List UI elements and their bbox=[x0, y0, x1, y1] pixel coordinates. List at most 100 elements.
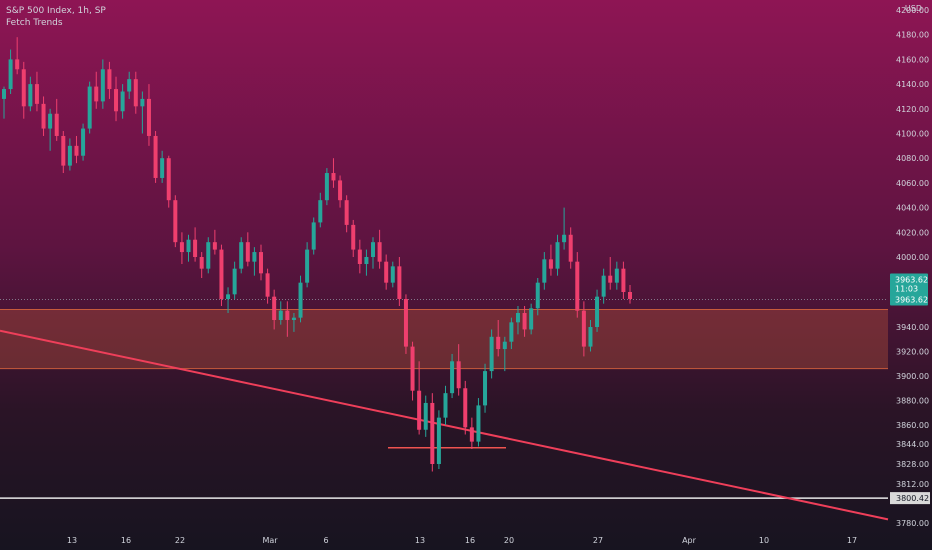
candle-body bbox=[476, 405, 481, 442]
candle bbox=[476, 398, 481, 447]
candle bbox=[87, 81, 92, 134]
candle bbox=[74, 135, 79, 164]
candle-body bbox=[535, 282, 540, 309]
candle-body bbox=[153, 135, 158, 178]
candle bbox=[529, 303, 534, 335]
candle-body bbox=[186, 239, 191, 253]
candle-body bbox=[120, 91, 125, 112]
time-tick-label: 27 bbox=[593, 536, 603, 545]
indicator-title[interactable]: Fetch Trends bbox=[6, 18, 63, 28]
candle-body bbox=[226, 294, 231, 299]
candle-body bbox=[351, 224, 356, 250]
support-zone-fill[interactable] bbox=[0, 309, 888, 369]
drawing-layer[interactable] bbox=[0, 298, 889, 521]
candle bbox=[575, 252, 580, 318]
candle bbox=[469, 417, 474, 449]
candle bbox=[344, 195, 349, 233]
candle-body bbox=[509, 322, 514, 342]
candle bbox=[436, 410, 441, 469]
candle-body bbox=[166, 158, 171, 201]
price-tick-label: 4040.00 bbox=[896, 204, 929, 213]
candle bbox=[252, 247, 257, 276]
last-price-label: 3963.62 bbox=[895, 275, 928, 284]
candle-body bbox=[581, 310, 586, 347]
candle-body bbox=[417, 390, 422, 430]
level-price-box[interactable] bbox=[890, 492, 930, 505]
candle bbox=[2, 86, 6, 119]
candle-body bbox=[562, 234, 567, 243]
candle bbox=[285, 301, 290, 337]
price-tick-label: 4200.00 bbox=[896, 6, 929, 15]
level-price-label: 3800.42 bbox=[896, 494, 929, 503]
candle-body bbox=[291, 317, 296, 320]
price-box-lower-label: 3963.62 bbox=[895, 295, 928, 304]
chart-legend[interactable]: S&P 500 Index, 1h, SP Fetch Trends bbox=[6, 5, 106, 29]
candles bbox=[2, 37, 632, 472]
candle bbox=[146, 84, 151, 146]
candle bbox=[410, 341, 415, 401]
candle bbox=[397, 257, 402, 306]
candle-body bbox=[278, 310, 283, 320]
candle bbox=[219, 244, 224, 306]
candle bbox=[357, 239, 362, 274]
candle-body bbox=[160, 158, 165, 178]
candle bbox=[311, 217, 316, 255]
candle-body bbox=[54, 113, 59, 136]
candle-body bbox=[74, 145, 79, 156]
candle bbox=[417, 361, 422, 435]
support-zone[interactable] bbox=[0, 309, 888, 370]
candle-body bbox=[568, 234, 573, 262]
candle-body bbox=[219, 249, 224, 299]
candle-body bbox=[384, 261, 389, 283]
candle bbox=[430, 393, 435, 472]
candle-body bbox=[48, 113, 53, 129]
candle-body bbox=[94, 86, 99, 102]
candle-body bbox=[463, 388, 468, 428]
candle bbox=[522, 306, 527, 337]
time-tick-label: 17 bbox=[847, 536, 857, 545]
candle-body bbox=[331, 173, 336, 181]
candle-body bbox=[272, 296, 277, 320]
price-tick-label: 4120.00 bbox=[896, 105, 929, 114]
candle-body bbox=[324, 173, 329, 201]
candle bbox=[515, 306, 520, 335]
candle-body bbox=[21, 69, 26, 107]
candle bbox=[423, 395, 428, 437]
symbol-title[interactable]: S&P 500 Index, 1h, SP bbox=[6, 6, 106, 16]
candle-body bbox=[601, 275, 606, 297]
price-tick-label: 4080.00 bbox=[896, 154, 929, 163]
candle-body bbox=[371, 242, 376, 257]
trendline[interactable] bbox=[0, 329, 889, 521]
candle bbox=[232, 261, 237, 299]
candle-body bbox=[41, 103, 46, 129]
candle-body bbox=[403, 299, 408, 347]
candle-body bbox=[469, 427, 474, 442]
price-tick-label: 4180.00 bbox=[896, 31, 929, 40]
candle bbox=[41, 96, 46, 136]
time-axis[interactable]: 13 16 22 Mar 6 13 16 20 27 Apr 10 17 bbox=[67, 536, 857, 545]
candle-body bbox=[81, 128, 86, 156]
candle bbox=[568, 227, 573, 269]
candle bbox=[8, 49, 13, 94]
price-tick-label: 3812.00 bbox=[896, 480, 929, 489]
candle-body bbox=[588, 327, 593, 347]
candle bbox=[127, 71, 132, 99]
candle bbox=[107, 61, 112, 99]
candle bbox=[351, 219, 356, 257]
candle bbox=[160, 150, 165, 183]
candle bbox=[67, 138, 72, 171]
last-price-box[interactable] bbox=[890, 273, 928, 306]
candle-body bbox=[67, 145, 72, 166]
candle-body bbox=[114, 89, 119, 112]
candle-body bbox=[285, 310, 290, 320]
candle-body bbox=[377, 242, 382, 262]
candle bbox=[390, 261, 395, 288]
candle bbox=[226, 287, 231, 313]
candle bbox=[628, 285, 632, 304]
candle bbox=[140, 91, 145, 134]
candle-body bbox=[515, 313, 520, 323]
